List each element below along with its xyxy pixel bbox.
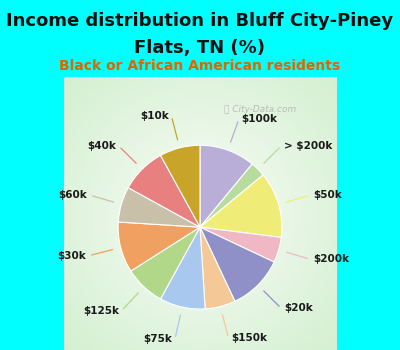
Text: $150k: $150k xyxy=(231,333,267,343)
Text: $125k: $125k xyxy=(83,306,119,316)
Wedge shape xyxy=(200,227,281,262)
Text: $50k: $50k xyxy=(313,190,342,200)
Wedge shape xyxy=(160,227,205,309)
Text: $20k: $20k xyxy=(284,303,312,313)
Text: > $200k: > $200k xyxy=(284,141,332,151)
Text: $75k: $75k xyxy=(143,334,172,344)
Text: $40k: $40k xyxy=(87,141,116,151)
Wedge shape xyxy=(200,175,282,237)
Text: $30k: $30k xyxy=(58,251,86,261)
Wedge shape xyxy=(200,227,274,301)
Text: Flats, TN (%): Flats, TN (%) xyxy=(134,38,266,56)
Text: $10k: $10k xyxy=(140,111,169,121)
Text: $200k: $200k xyxy=(313,254,349,264)
Text: Income distribution in Bluff City-Piney: Income distribution in Bluff City-Piney xyxy=(6,12,394,29)
Wedge shape xyxy=(131,227,200,299)
Wedge shape xyxy=(200,164,263,227)
Wedge shape xyxy=(118,188,200,227)
Text: Black or African American residents: Black or African American residents xyxy=(60,59,340,73)
Wedge shape xyxy=(200,145,252,227)
Text: $100k: $100k xyxy=(242,114,278,124)
Text: $60k: $60k xyxy=(58,190,87,200)
Wedge shape xyxy=(128,155,200,227)
Text: ⓘ City-Data.com: ⓘ City-Data.com xyxy=(224,105,296,114)
Wedge shape xyxy=(200,227,235,309)
Wedge shape xyxy=(118,222,200,271)
Wedge shape xyxy=(160,145,200,227)
